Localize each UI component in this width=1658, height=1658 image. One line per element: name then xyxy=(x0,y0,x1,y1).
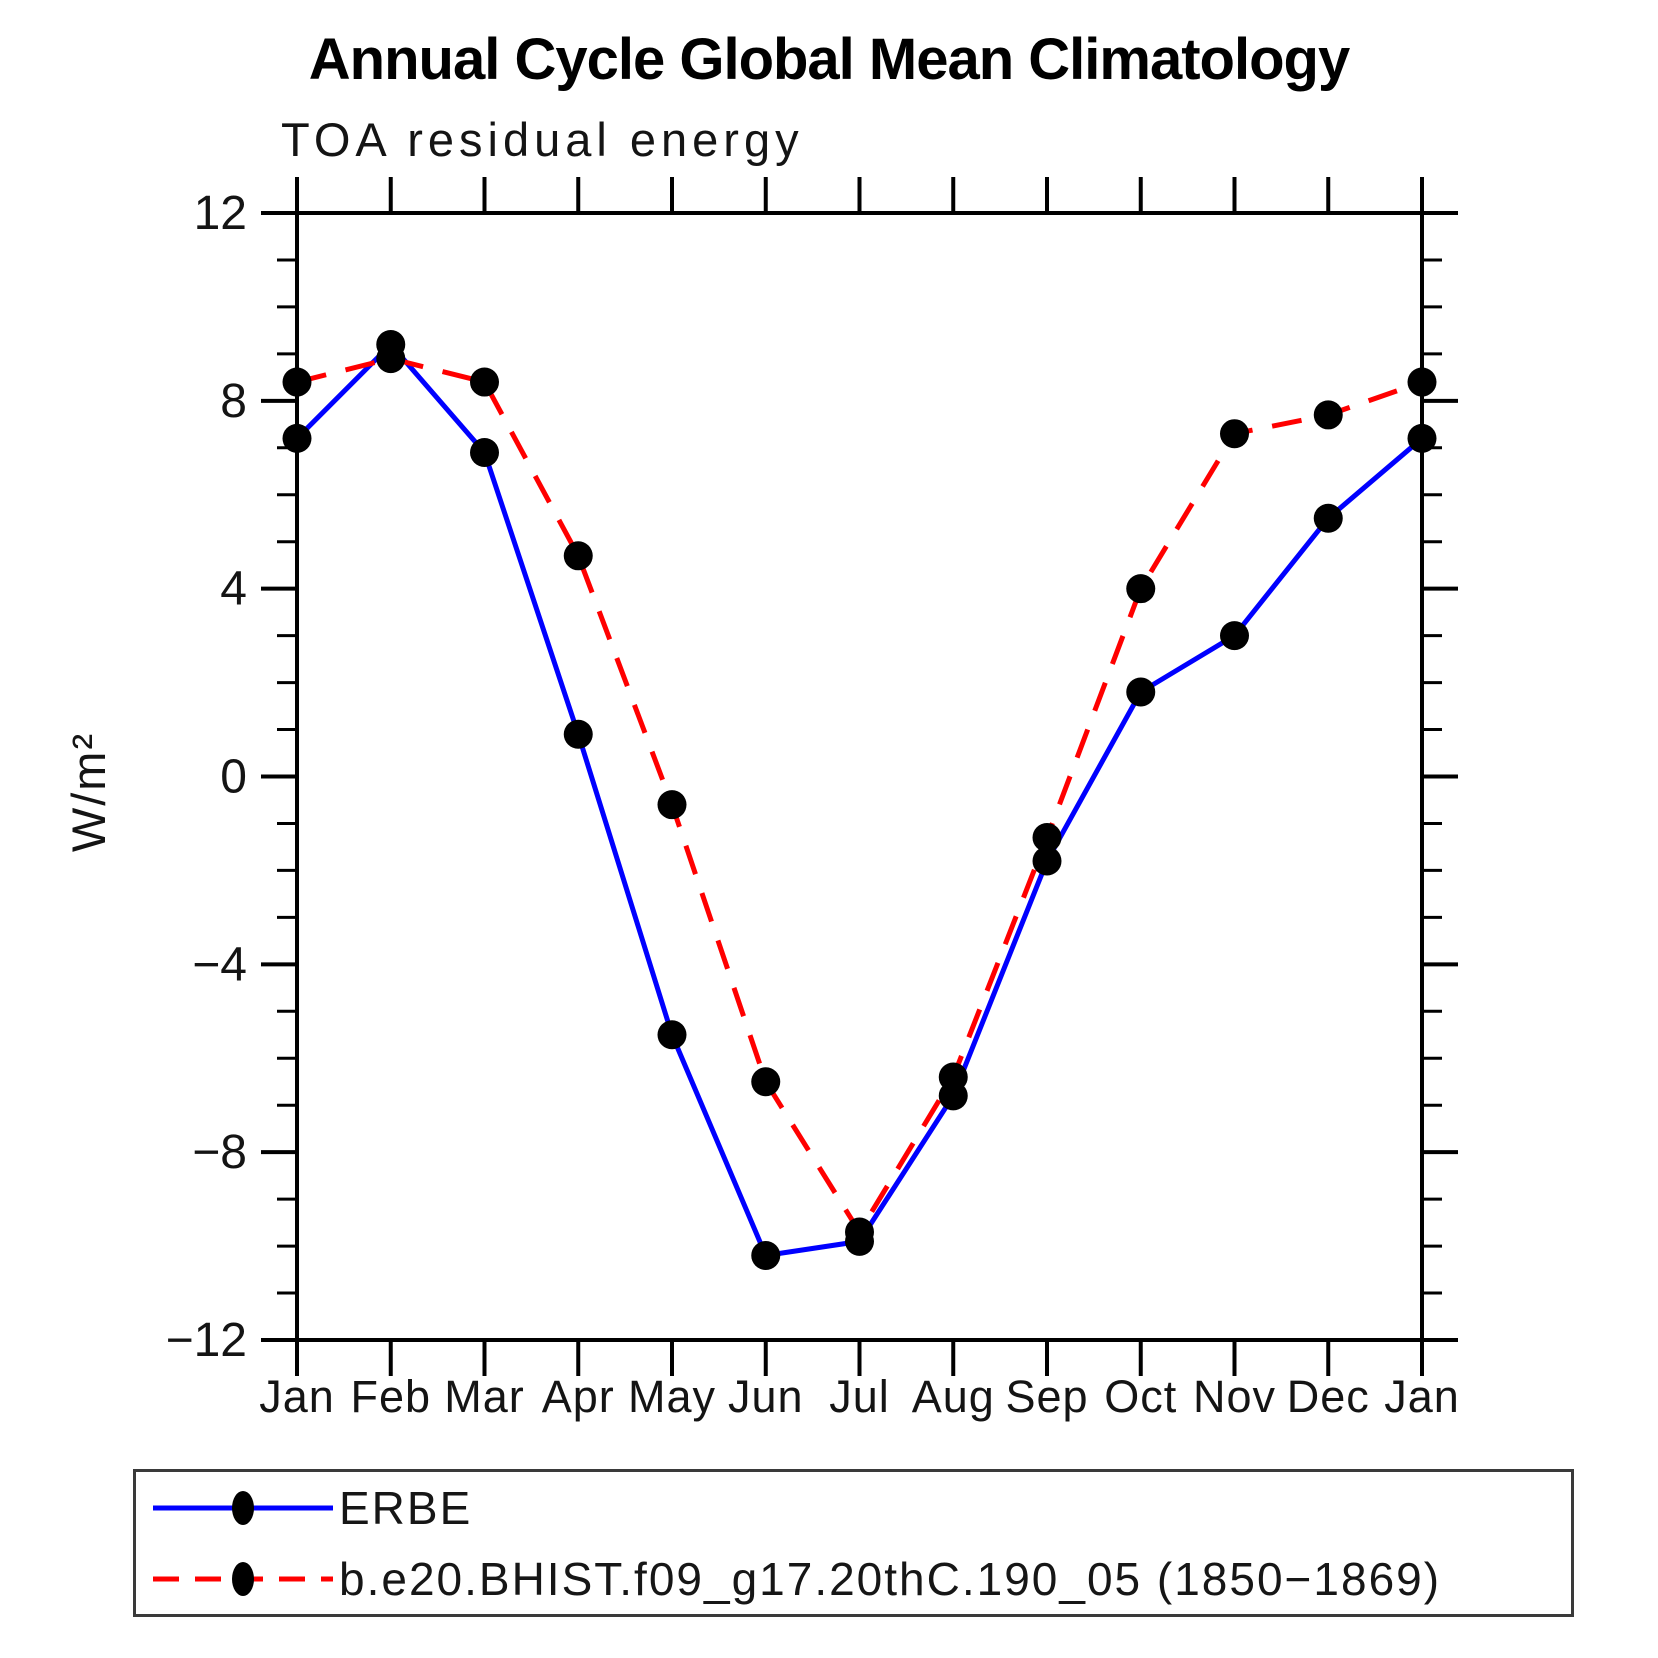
legend-box: ERBE b.e20.BHIST.f09_g17.20thC.190_05 (1… xyxy=(133,1469,1574,1617)
data-point xyxy=(1313,503,1343,533)
axes xyxy=(295,211,1424,1342)
x-axis-ticks xyxy=(295,177,1424,1376)
y-tick-label: 0 xyxy=(220,751,247,804)
data-point xyxy=(1032,846,1062,876)
data-point xyxy=(845,1217,874,1247)
y-tick-label: 12 xyxy=(194,187,247,240)
plot-box xyxy=(295,211,1424,1342)
erbe-legend-line-icon xyxy=(153,1491,333,1525)
series-polyline xyxy=(295,340,1424,1259)
data-point xyxy=(282,367,312,397)
y-tick-label: 8 xyxy=(220,375,247,428)
x-tick-label: Jan xyxy=(1384,1371,1460,1422)
data-point xyxy=(1407,423,1437,453)
x-tick-label: Apr xyxy=(542,1371,615,1422)
data-point xyxy=(938,1062,968,1092)
series-markers-1 xyxy=(282,344,1437,1247)
model-legend-line-icon xyxy=(153,1562,333,1596)
y-tick-label: 4 xyxy=(220,563,247,616)
data-point xyxy=(1313,400,1343,430)
chart-title: Annual Cycle Global Mean Climatology xyxy=(308,27,1350,92)
data-point xyxy=(657,1020,687,1050)
x-tick-label: Jan xyxy=(259,1371,335,1422)
data-point xyxy=(282,423,312,453)
y-axis-title: W/m² xyxy=(62,732,115,852)
chart-subtitle: TOA residual energy xyxy=(281,113,804,166)
series-markers-0 xyxy=(282,329,1437,1270)
x-tick-label: Jul xyxy=(829,1371,890,1422)
x-axis-labels: Jan Feb Mar Apr May Jun Jul Aug Sep Oct Nov Dec Jan xyxy=(259,1371,1460,1422)
x-tick-label: Feb xyxy=(350,1371,431,1422)
series-polyline xyxy=(296,355,1423,1237)
series-line-1 xyxy=(296,355,1423,1237)
data-point xyxy=(751,1067,781,1097)
x-tick-label: Dec xyxy=(1287,1371,1370,1422)
y-axis-labels: −12 −8 −4 0 4 8 12 xyxy=(166,187,247,1367)
data-point xyxy=(563,541,593,571)
data-point xyxy=(1220,419,1249,449)
x-tick-label: Aug xyxy=(912,1371,995,1422)
y-tick-label: −4 xyxy=(192,938,247,991)
legend-row-model: b.e20.BHIST.f09_g17.20thC.190_05 (1850−1… xyxy=(150,1553,1442,1605)
data-point xyxy=(1126,677,1156,707)
data-point xyxy=(1032,823,1062,853)
data-point xyxy=(470,367,499,397)
y-tick-label: −12 xyxy=(166,1314,247,1367)
data-point xyxy=(751,1240,781,1270)
x-tick-label: May xyxy=(628,1371,716,1422)
x-tick-label: Jun xyxy=(728,1371,804,1422)
x-tick-label: Mar xyxy=(444,1371,525,1422)
y-tick-label: −8 xyxy=(192,1126,247,1179)
data-point xyxy=(1407,367,1437,397)
x-tick-label: Sep xyxy=(1005,1371,1088,1422)
data-point xyxy=(1220,621,1249,651)
data-point xyxy=(1126,574,1156,604)
x-tick-label: Nov xyxy=(1193,1371,1276,1422)
data-point xyxy=(470,437,499,467)
legend-label-erbe: ERBE xyxy=(339,1482,473,1534)
x-tick-label: Oct xyxy=(1104,1371,1177,1422)
data-point xyxy=(657,790,687,820)
series-line-0 xyxy=(295,340,1424,1259)
legend-row-erbe: ERBE xyxy=(150,1482,473,1534)
y-axis-ticks xyxy=(261,211,1458,1342)
data-point xyxy=(563,719,593,749)
legend-label-model: b.e20.BHIST.f09_g17.20thC.190_05 (1850−1… xyxy=(339,1553,1442,1605)
data-point xyxy=(376,344,406,374)
